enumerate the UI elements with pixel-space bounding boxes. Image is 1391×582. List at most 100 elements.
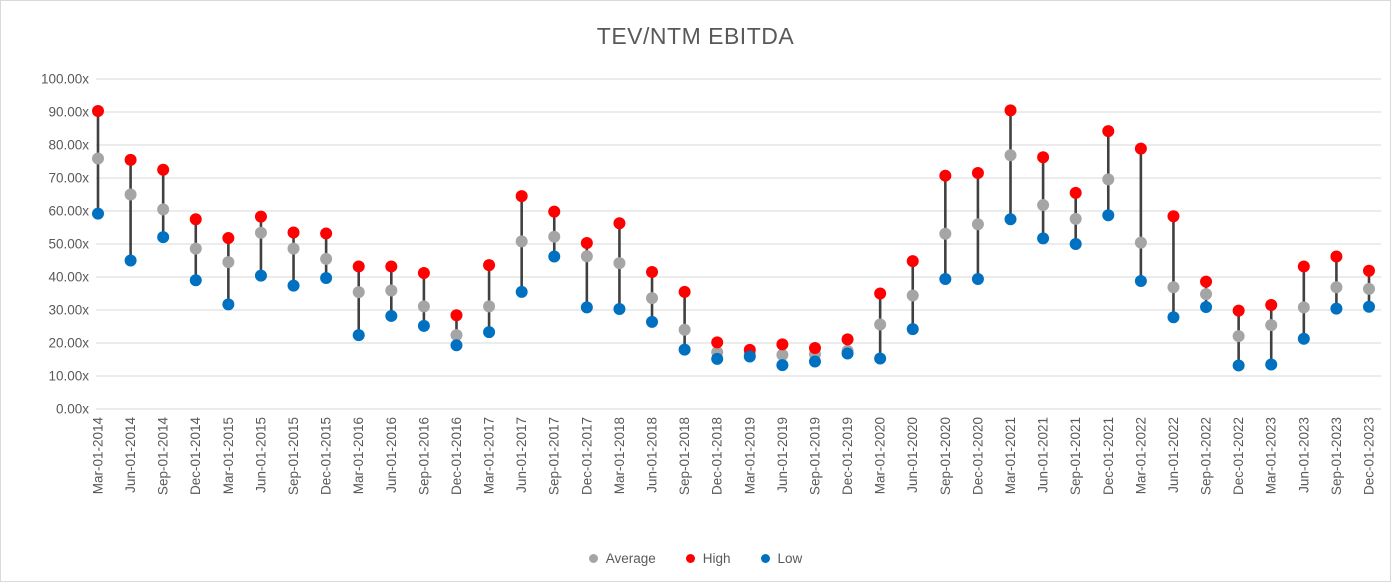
low-point bbox=[646, 315, 659, 328]
y-axis-tick-label: 80.00x bbox=[48, 138, 89, 153]
low-point bbox=[417, 319, 430, 332]
average-point bbox=[906, 289, 919, 302]
x-axis-tick-label: Dec-01-2019 bbox=[840, 417, 855, 495]
x-axis-tick-label: Dec-01-2020 bbox=[970, 417, 985, 495]
low-point bbox=[1167, 311, 1180, 324]
high-point bbox=[1134, 142, 1147, 155]
high-point bbox=[1037, 151, 1050, 164]
high-point bbox=[157, 163, 170, 176]
legend-label: Average bbox=[605, 551, 656, 566]
low-point bbox=[320, 271, 333, 284]
x-axis-tick-label: Sep-01-2017 bbox=[547, 417, 562, 495]
average-point bbox=[515, 235, 528, 248]
low-point bbox=[971, 272, 984, 285]
high-point bbox=[352, 260, 365, 273]
average-point bbox=[189, 242, 202, 255]
low-point bbox=[1297, 332, 1310, 345]
y-axis-tick-label: 30.00x bbox=[48, 303, 89, 318]
low-point bbox=[743, 350, 756, 363]
y-axis-tick-label: 10.00x bbox=[48, 369, 89, 384]
low-point bbox=[808, 355, 821, 368]
legend-marker-high bbox=[685, 554, 695, 563]
low-point bbox=[385, 309, 398, 322]
high-point bbox=[939, 169, 952, 182]
high-point bbox=[1330, 250, 1343, 263]
high-point bbox=[385, 260, 398, 273]
low-point bbox=[1200, 301, 1213, 314]
x-axis-tick-label: Mar-01-2021 bbox=[1003, 417, 1018, 494]
average-point bbox=[352, 286, 365, 299]
x-axis-tick-label: Jun-01-2020 bbox=[905, 417, 920, 493]
high-point bbox=[1069, 186, 1082, 199]
average-point bbox=[678, 323, 691, 336]
low-point bbox=[1069, 238, 1082, 250]
y-axis-tick-label: 60.00x bbox=[48, 204, 89, 219]
x-axis-tick-label: Dec-01-2015 bbox=[319, 417, 334, 495]
low-point bbox=[189, 274, 202, 287]
average-point bbox=[580, 250, 593, 263]
high-point bbox=[971, 167, 984, 180]
high-point bbox=[1297, 260, 1310, 273]
low-point bbox=[678, 343, 691, 356]
low-point bbox=[352, 329, 365, 342]
x-axis-tick-label: Jun-01-2016 bbox=[384, 417, 399, 493]
legend-item-high: High bbox=[685, 551, 731, 566]
high-point bbox=[515, 190, 528, 203]
high-point bbox=[613, 217, 626, 230]
low-point bbox=[287, 279, 300, 292]
legend-item-low: Low bbox=[760, 551, 802, 566]
average-point bbox=[92, 152, 104, 165]
high-point bbox=[1265, 299, 1278, 312]
legend: Average High Low bbox=[1, 551, 1390, 566]
average-point bbox=[1363, 282, 1375, 295]
average-point bbox=[874, 318, 887, 331]
average-point bbox=[1069, 212, 1082, 225]
legend-item-average: Average bbox=[588, 551, 656, 566]
average-point bbox=[1037, 199, 1050, 212]
average-point bbox=[222, 256, 235, 269]
average-point bbox=[1004, 149, 1017, 162]
x-axis-tick-label: Dec-01-2018 bbox=[710, 417, 725, 495]
low-point bbox=[711, 352, 724, 365]
x-axis-tick-label: Mar-01-2015 bbox=[221, 417, 236, 494]
average-point bbox=[1297, 301, 1310, 314]
x-axis-tick-label: Dec-01-2016 bbox=[449, 417, 464, 495]
high-point bbox=[124, 153, 137, 166]
average-point bbox=[483, 300, 496, 313]
y-axis-tick-label: 20.00x bbox=[48, 336, 89, 351]
low-point bbox=[1363, 300, 1375, 313]
average-point bbox=[450, 329, 463, 342]
y-axis-tick-label: 50.00x bbox=[48, 237, 89, 252]
high-point bbox=[548, 205, 561, 218]
average-point bbox=[613, 257, 626, 270]
high-point bbox=[320, 227, 333, 240]
x-axis-tick-label: Sep-01-2020 bbox=[938, 417, 953, 495]
high-point bbox=[678, 285, 691, 298]
low-point bbox=[1232, 359, 1245, 372]
x-axis-tick-label: Jun-01-2023 bbox=[1296, 417, 1311, 493]
chart-title: TEV/NTM EBITDA bbox=[596, 23, 795, 49]
x-axis-tick-label: Sep-01-2015 bbox=[286, 417, 301, 495]
high-point bbox=[222, 232, 235, 245]
low-point bbox=[515, 285, 528, 298]
x-axis-tick-label: Sep-01-2014 bbox=[156, 417, 171, 496]
low-point bbox=[776, 359, 789, 372]
x-axis-tick-label: Dec-01-2022 bbox=[1231, 417, 1246, 495]
high-point bbox=[450, 309, 463, 322]
y-axis-tick-label: 90.00x bbox=[48, 105, 89, 120]
x-axis-tick-label: Sep-01-2016 bbox=[416, 417, 431, 495]
y-axis-tick-label: 100.00x bbox=[41, 72, 89, 87]
low-point bbox=[1330, 302, 1343, 315]
low-point bbox=[1134, 274, 1147, 287]
high-point bbox=[841, 333, 854, 346]
x-axis-tick-label: Jun-01-2021 bbox=[1036, 417, 1051, 493]
high-point bbox=[646, 266, 659, 279]
average-point bbox=[124, 188, 137, 201]
x-axis-tick-label: Sep-01-2018 bbox=[677, 417, 692, 495]
x-axis-tick-label: Mar-01-2016 bbox=[351, 417, 366, 494]
high-point bbox=[1200, 275, 1213, 288]
low-point bbox=[841, 347, 854, 360]
x-axis-tick-label: Jun-01-2017 bbox=[514, 417, 529, 493]
